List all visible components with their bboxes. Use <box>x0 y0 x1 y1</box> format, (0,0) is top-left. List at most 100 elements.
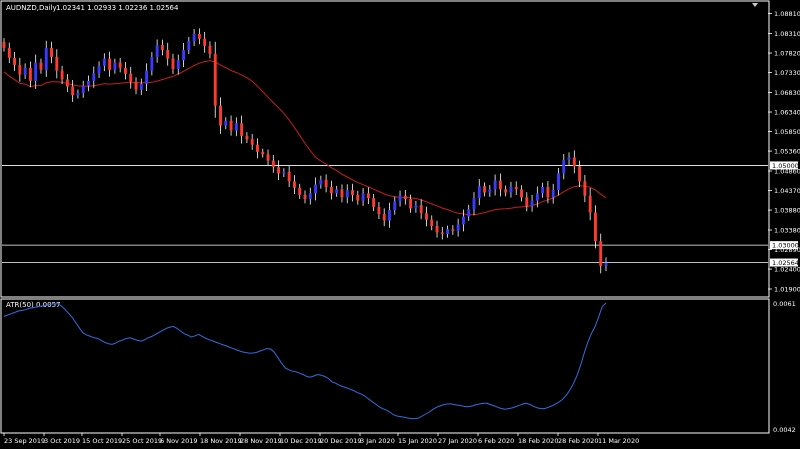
candle-body <box>87 80 90 86</box>
candle-body <box>329 186 333 194</box>
candle-body <box>229 120 233 131</box>
candle-body <box>60 70 64 80</box>
candle-body <box>287 171 291 182</box>
time-tick-label: 28 Nov 2019 <box>240 437 282 445</box>
candle-body <box>493 180 497 190</box>
price-tick-label: 1.02890 <box>774 246 800 254</box>
time-tick-label: 15 Jan 2020 <box>398 437 437 445</box>
time-tick-label: 11 Mar 2020 <box>598 437 639 445</box>
candle-body <box>182 49 185 61</box>
price-tick-label: 1.04860 <box>774 168 800 176</box>
candle-body <box>50 47 53 58</box>
candle-body <box>356 194 360 201</box>
atr-line <box>3 302 607 420</box>
time-tick-label: 15 Oct 2019 <box>82 437 122 445</box>
price-tick-label: 1.08310 <box>774 30 800 38</box>
candle-body <box>124 67 127 74</box>
price-tick-label: 1.03380 <box>774 227 800 235</box>
candle-body <box>551 190 555 198</box>
candle-body <box>388 210 391 221</box>
candle-body <box>514 186 518 190</box>
time-tick-label: 18 Nov 2019 <box>200 437 242 445</box>
candle-body <box>599 241 603 266</box>
candle-body <box>171 58 175 69</box>
price-tick-label: 1.03880 <box>774 207 800 215</box>
candle-body <box>303 194 307 199</box>
atr-series-line <box>3 302 607 420</box>
price-axis: 1.08810 1.08310 1.07820 1.07330 1.06830 1.063… <box>768 10 800 294</box>
candle-body <box>234 123 238 131</box>
candle-body <box>18 65 22 75</box>
candle-body <box>467 209 471 217</box>
level-label: 1.02564 <box>772 259 799 267</box>
candle-body <box>535 193 539 201</box>
candle-body <box>224 120 228 126</box>
candle-body <box>81 85 85 93</box>
candle-body <box>456 224 460 231</box>
price-tick-label: 1.07820 <box>774 50 800 58</box>
candle-body <box>55 57 59 71</box>
candle-body <box>382 214 386 221</box>
candle-body <box>440 232 444 234</box>
candle-body <box>377 206 381 215</box>
candle-body <box>361 193 365 201</box>
time-tick-label: 28 Feb 2020 <box>558 437 598 445</box>
candle-body <box>219 105 222 126</box>
time-tick-label: 3 Jan 2020 <box>360 437 395 445</box>
candle-body <box>340 189 344 198</box>
candle-body <box>192 33 196 42</box>
scroll-marker-icon <box>752 3 758 7</box>
candle-body <box>451 229 455 231</box>
candle-body <box>23 67 27 75</box>
moving-average <box>3 60 607 216</box>
symbol-title: AUDNZD,Daily <box>6 4 57 12</box>
candle-body <box>139 83 143 90</box>
level-labels: 1.05000 1.03000 1.02564 <box>770 161 799 267</box>
candle-body <box>562 159 566 174</box>
candle-body <box>97 65 101 74</box>
candle-body <box>44 47 48 70</box>
candle-body <box>319 179 323 185</box>
candle-body <box>213 53 217 106</box>
candle-body <box>208 45 212 54</box>
candle-body <box>76 92 80 96</box>
price-tick-label: 1.05850 <box>774 128 800 136</box>
candle-body <box>498 180 502 190</box>
candle-body <box>134 81 138 90</box>
candle-body <box>145 70 149 84</box>
time-tick-label: 10 Dec 2019 <box>280 437 322 445</box>
candle-body <box>425 213 428 220</box>
candle-body <box>593 212 597 242</box>
candle-body <box>71 86 75 96</box>
candle-body <box>335 189 339 194</box>
time-tick-label: 6 Nov 2019 <box>160 437 198 445</box>
ohlc-readout: 1.02341 1.02933 1.02236 1.02564 <box>56 4 179 12</box>
indicator-axis-bottom: 0.0042 <box>773 426 796 434</box>
candle-body <box>446 229 450 234</box>
candle-body <box>113 62 117 70</box>
candle-body <box>266 154 270 161</box>
price-panel-border <box>0 0 770 298</box>
candle-body <box>530 200 534 207</box>
candle-body <box>419 205 423 214</box>
candle-body <box>298 187 302 195</box>
candle-body <box>403 195 407 199</box>
candle-body <box>393 201 397 211</box>
candle-body <box>176 60 180 69</box>
candle-body <box>345 190 349 198</box>
candle-body <box>166 49 170 59</box>
candle-body <box>65 79 69 87</box>
candle-body <box>435 226 439 233</box>
time-tick-label: 6 Feb 2020 <box>478 437 514 445</box>
candle-body <box>13 57 17 66</box>
candle-body <box>546 186 550 198</box>
candle-body <box>28 67 32 81</box>
candle-body <box>430 219 434 227</box>
price-tick-label: 1.02400 <box>774 266 800 274</box>
level-label: 1.05000 <box>772 162 799 170</box>
candle-body <box>271 160 275 168</box>
level-label-box <box>770 241 798 250</box>
candle-body <box>398 195 402 202</box>
